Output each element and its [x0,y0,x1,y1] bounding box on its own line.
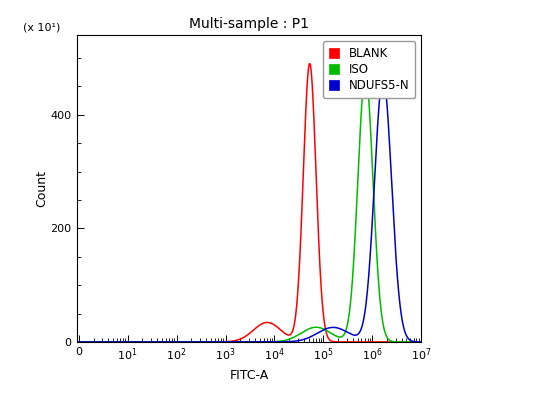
Line: NDUFS5-N: NDUFS5-N [79,78,421,342]
BLANK [75,340,82,344]
BLANK [411,340,418,344]
BLANK [114,340,121,344]
Legend: BLANK, ISO, NDUFS5-N: BLANK, ISO, NDUFS5-N [323,41,415,98]
ISO [374,267,381,272]
NDUFS5-N [114,340,121,344]
NDUFS5-N [374,124,381,129]
ISO [114,340,121,344]
ISO [362,73,369,77]
Line: BLANK: BLANK [79,64,421,342]
Y-axis label: Count: Count [35,170,48,207]
NDUFS5-N [411,339,418,344]
BLANK [135,340,142,344]
NDUFS5-N [135,340,142,344]
ISO [75,340,82,344]
NDUFS5-N [75,340,82,344]
ISO [207,340,213,344]
ISO [222,340,228,344]
NDUFS5-N [222,340,228,344]
BLANK [207,340,213,344]
BLANK [418,340,424,344]
Line: ISO: ISO [79,75,421,342]
BLANK [222,340,228,344]
ISO [418,340,424,344]
BLANK [374,340,381,344]
Text: (x 10¹): (x 10¹) [23,22,61,32]
ISO [135,340,142,344]
X-axis label: FITC-A: FITC-A [229,369,269,382]
NDUFS5-N [380,75,386,80]
NDUFS5-N [207,340,213,344]
ISO [411,340,418,344]
NDUFS5-N [418,340,424,344]
BLANK [306,61,313,66]
Title: Multi-sample : P1: Multi-sample : P1 [189,17,309,31]
